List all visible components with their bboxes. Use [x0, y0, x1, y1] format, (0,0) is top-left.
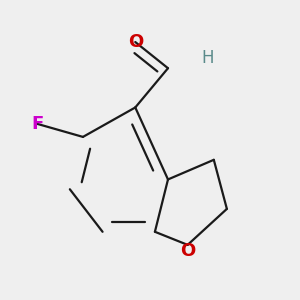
Text: H: H [201, 50, 214, 68]
Text: O: O [180, 242, 195, 260]
Text: O: O [128, 33, 143, 51]
Text: F: F [31, 115, 43, 133]
